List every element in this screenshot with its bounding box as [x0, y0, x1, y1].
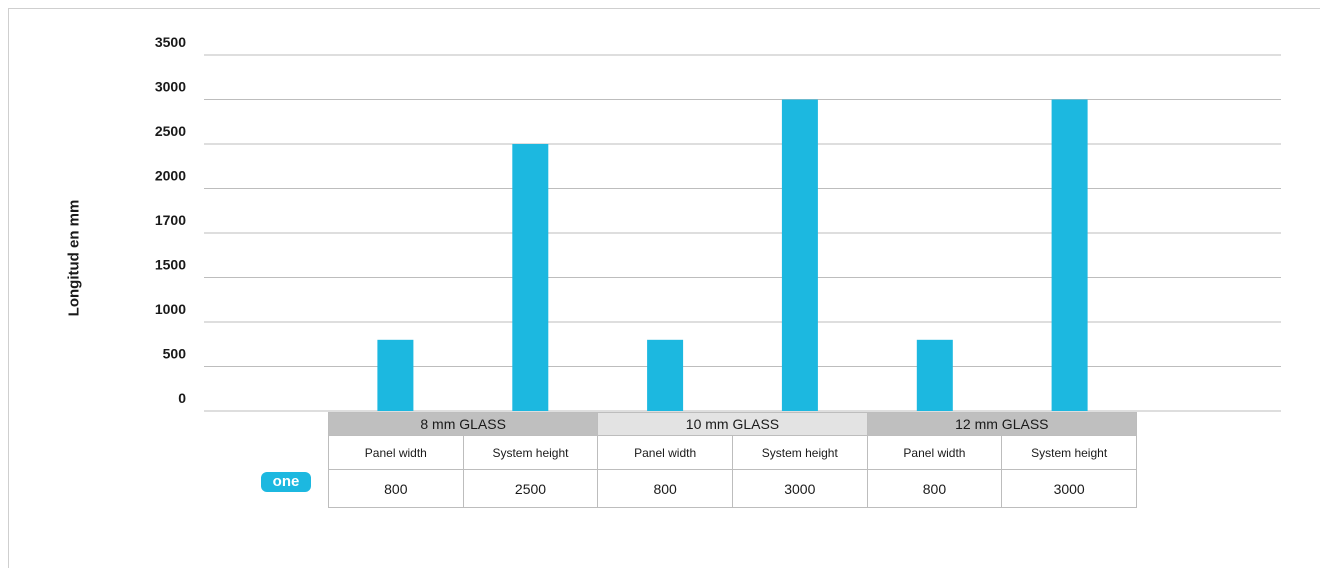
chart-frame: [8, 8, 1320, 568]
value-cell: 800: [328, 469, 464, 508]
y-tick-label: 500: [163, 346, 187, 362]
y-tick-label: 2500: [155, 123, 186, 139]
value-cell: 3000: [1001, 469, 1137, 508]
metric-header: System height: [462, 435, 599, 470]
data-table: 8 mm GLASS 10 mm GLASS 12 mm GLASS Panel…: [327, 412, 1138, 508]
y-tick-label: 3500: [155, 34, 186, 50]
value-cell: 800: [597, 469, 733, 508]
metric-header: Panel width: [866, 435, 1003, 470]
value-cell: 3000: [731, 469, 868, 508]
bar-10mm-system-height: [781, 99, 818, 411]
group-header-12mm: 12 mm GLASS: [866, 412, 1138, 436]
y-tick-label: 2000: [155, 168, 186, 184]
bar-12mm-system-height: [1051, 99, 1088, 411]
bar-8mm-panel-width: [377, 339, 414, 411]
y-tick-label: 1700: [155, 212, 186, 228]
group-header-8mm: 8 mm GLASS: [327, 412, 599, 436]
value-cell: 800: [866, 469, 1003, 508]
one-logo: one: [261, 472, 311, 492]
group-header-10mm: 10 mm GLASS: [597, 412, 868, 436]
bar-12mm-panel-width: [916, 339, 953, 411]
y-tick-label: 1000: [155, 301, 186, 317]
bar-chart: 0 500 1000 1500 1700 2000 2500 3000 3500: [155, 34, 1281, 412]
y-tick-label: 1500: [155, 257, 186, 273]
bar-10mm-panel-width: [647, 339, 684, 411]
metric-header: System height: [731, 435, 868, 470]
y-tick-label: 0: [178, 390, 186, 406]
y-tick-label: 3000: [155, 79, 186, 95]
bar-8mm-system-height: [512, 144, 549, 411]
value-cell: 2500: [462, 469, 599, 508]
metric-header: Panel width: [597, 435, 733, 470]
metric-header: Panel width: [328, 435, 464, 470]
metric-header: System height: [1001, 435, 1137, 470]
